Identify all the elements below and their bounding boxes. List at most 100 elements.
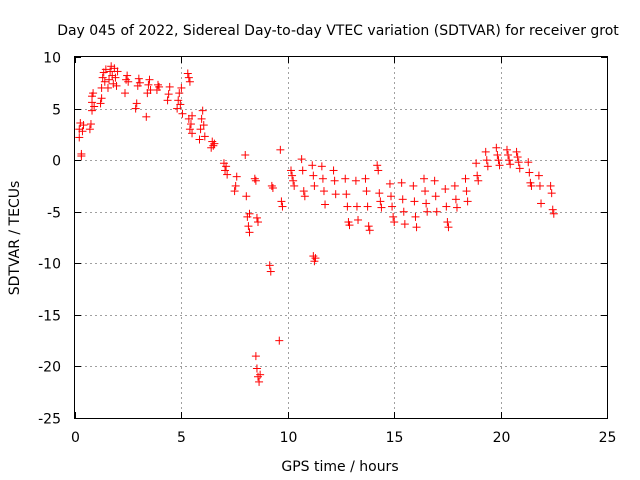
data-point [210,139,219,148]
data-point [502,145,511,154]
data-point [385,179,394,188]
data-point [412,223,421,232]
data-point [197,114,206,123]
data-point [188,129,197,138]
data-point [111,73,120,82]
data-point [444,223,453,232]
data-point [231,181,240,190]
data-point [493,150,502,159]
data-point [184,73,193,82]
axis-ticks [75,57,608,419]
y-tick-label: -20 [38,360,61,376]
data-point [288,171,297,180]
data-point [86,120,95,129]
data-point [195,135,204,144]
data-point [142,112,151,121]
data-point [79,121,88,130]
y-tick-label: -5 [47,206,61,222]
data-point [362,187,371,196]
data-point [534,171,543,180]
y-tick-label: 5 [52,103,61,119]
y-tick-label: -10 [38,257,61,273]
data-point [548,205,557,214]
data-point [452,203,461,212]
data-point [527,181,536,190]
data-point [244,222,253,231]
data-point [375,189,384,198]
data-point [122,75,131,84]
data-point [199,121,208,130]
data-point [255,377,264,386]
data-point [198,106,207,115]
data-point [472,159,481,168]
data-point [387,192,396,201]
data-point [97,94,106,103]
data-point [342,190,351,199]
y-tick-labels: 10 5 0 -5 -10 -15 -20 -25 [38,51,61,428]
data-point [473,171,482,180]
data-point [504,150,513,159]
data-point [134,74,143,83]
data-point [300,192,309,201]
data-point [442,202,451,211]
data-point [155,82,164,91]
data-point [290,181,299,190]
data-point [252,364,261,373]
data-point [376,197,385,206]
data-point [374,166,383,175]
data-point [388,202,397,211]
data-point [90,102,99,111]
data-point [108,71,117,80]
data-point [431,192,440,201]
data-point [494,156,503,165]
data-point [298,166,307,175]
data-point [461,174,470,183]
data-point [331,190,340,199]
data-point [482,156,491,165]
data-point [450,181,459,190]
y-tick-label: -15 [38,309,61,325]
data-point [278,202,287,211]
data-point [113,67,122,76]
data-point [277,197,286,206]
data-point [546,181,555,190]
data-point [308,161,317,170]
data-point [329,166,338,175]
data-point [188,111,197,120]
data-point [135,78,144,87]
data-point [103,83,112,92]
data-point [177,83,186,92]
data-point [373,161,382,170]
data-point [165,82,174,91]
data-point [390,218,399,227]
y-tick-label: 10 [43,51,61,67]
x-tick-labels: 0 5 10 15 20 25 [71,430,616,446]
data-point [495,161,504,170]
data-point [399,207,408,216]
data-point [397,178,406,187]
data-point [351,176,360,185]
data-point [352,202,361,211]
data-point [441,185,450,194]
data-point [549,209,558,218]
data-point [145,75,154,84]
data-point [310,181,319,190]
data-point [535,181,544,190]
data-point [112,81,121,90]
data-point [101,65,110,74]
x-tick-label: 20 [493,430,511,446]
data-point [153,80,162,89]
data-point [222,162,231,171]
x-tick-label: 15 [386,430,404,446]
data-point [443,218,452,227]
data-point [330,176,339,185]
data-point [106,67,115,76]
data-point [121,89,130,98]
data-point [268,183,277,192]
data-point [512,147,521,156]
data-point [463,197,472,206]
data-point [186,120,195,129]
data-point [419,174,428,183]
chart-title: Day 045 of 2022, Sidereal Day-to-day VTE… [57,23,619,39]
data-point [409,181,418,190]
